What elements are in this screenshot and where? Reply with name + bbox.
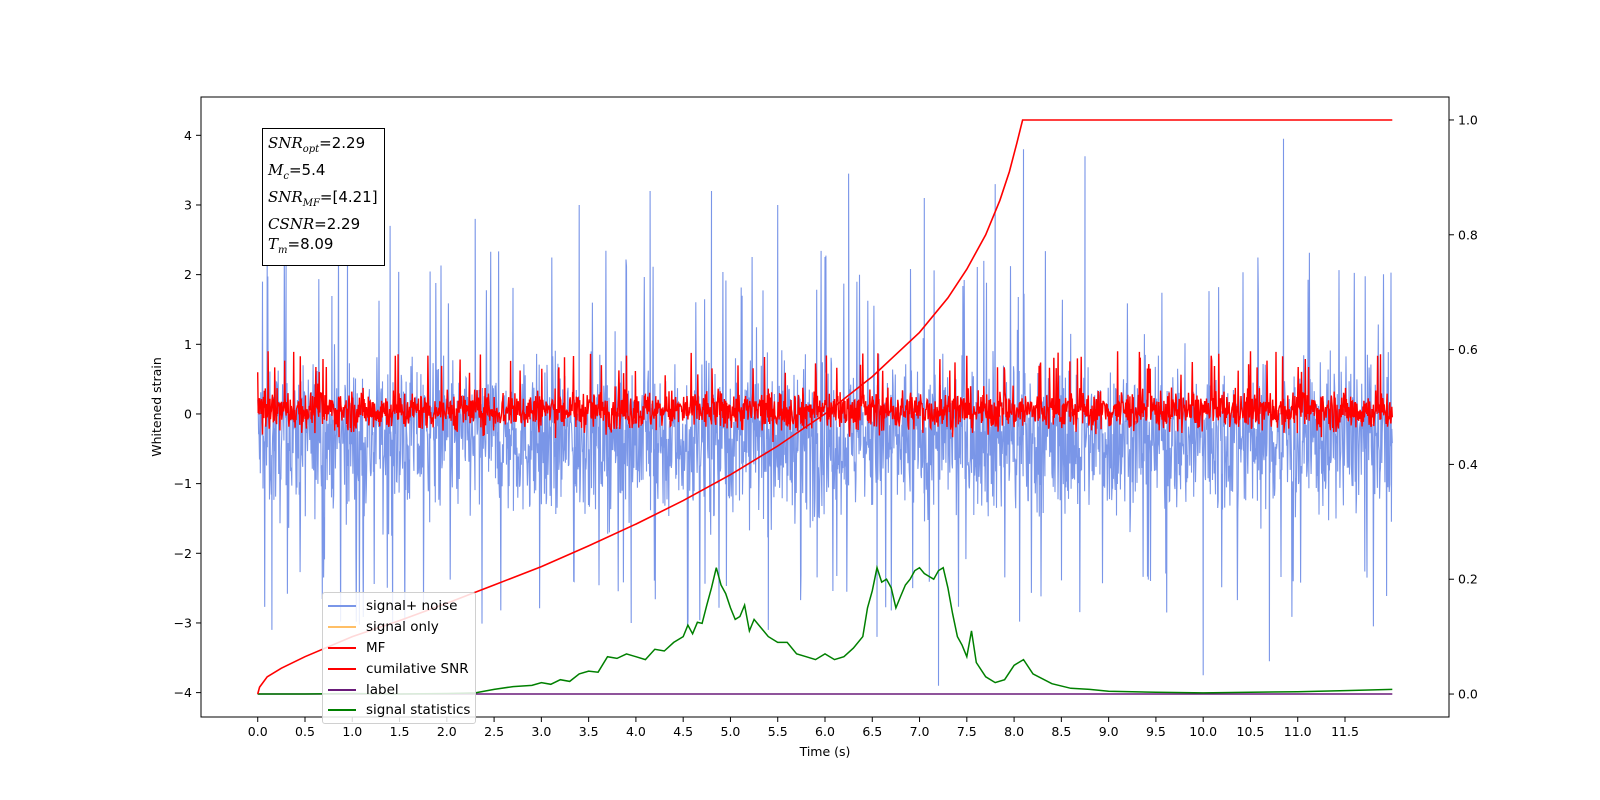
x-tick-label: 0.5 [295, 724, 315, 739]
legend-swatch [328, 646, 356, 649]
x-tick-label: 9.5 [1146, 724, 1166, 739]
y-tick-label: −2 [174, 546, 192, 561]
y-tick-label: 2 [184, 267, 192, 282]
annotation-mc-value: 5.4 [301, 161, 326, 179]
x-tick-label: 10.5 [1237, 724, 1265, 739]
legend-label: signal only [366, 619, 439, 636]
legend-swatch [328, 626, 356, 629]
legend-item-signal-only: signal only [323, 617, 475, 638]
legend-label: signal+ noise [366, 598, 458, 615]
y2-tick-label: 0.0 [1458, 687, 1478, 702]
x-tick-label: 10.0 [1189, 724, 1217, 739]
legend-swatch [328, 667, 356, 670]
y-tick-label: −3 [174, 615, 192, 630]
annotation-tm-value: 8.09 [300, 235, 334, 253]
legend-swatch [328, 605, 356, 608]
legend-item-signal-noise: signal+ noise [323, 596, 475, 617]
series-signal-statistics [257, 564, 1393, 695]
legend-item-cumulative-snr: cumilative SNR [323, 658, 475, 679]
y2-tick-label: 1.0 [1458, 112, 1478, 127]
x-tick-label: 4.5 [673, 724, 693, 739]
legend-swatch [328, 688, 356, 691]
x-tick-label: 3.5 [579, 724, 599, 739]
legend-item-mf: MF [323, 638, 475, 659]
annotation-snr-mf-value: [4.21] [332, 188, 378, 206]
x-tick-label: 6.5 [862, 724, 882, 739]
annotation-snr-mf: SNRMF=[4.21] [268, 188, 378, 209]
series-cumulative-snr [256, 119, 1393, 695]
legend-swatch [328, 709, 356, 712]
x-tick-label: 5.0 [721, 724, 741, 739]
x-tick-label: 1.0 [342, 724, 362, 739]
y2-tick-label: 0.4 [1458, 457, 1478, 472]
x-tick-label: 9.0 [1099, 724, 1119, 739]
annotation-snr-opt-value: 2.29 [331, 134, 366, 152]
y-tick-label: 1 [184, 337, 192, 352]
y2-tick-label: 0.8 [1458, 227, 1478, 242]
x-axis-label: Time (s) [799, 744, 851, 759]
x-tick-label: 6.0 [815, 724, 835, 739]
legend-label: cumilative SNR [366, 660, 469, 677]
x-tick-label: 7.5 [957, 724, 977, 739]
x-tick-label: 0.0 [248, 724, 268, 739]
annotation-snr-opt: SNRopt=2.29 [268, 134, 366, 155]
legend: signal+ noise signal only MF cumilative … [322, 592, 476, 724]
x-tick-label: 2.0 [437, 724, 457, 739]
annotation-csnr: CSNR=2.29 [268, 215, 361, 233]
annotation-mc: Mc=5.4 [268, 161, 326, 182]
x-tick-label: 8.5 [1051, 724, 1071, 739]
x-tick-label: 7.0 [910, 724, 930, 739]
x-tick-label: 5.5 [768, 724, 788, 739]
x-tick-label: 1.5 [390, 724, 410, 739]
y2-tick-label: 0.2 [1458, 572, 1478, 587]
annotation-box: SNRopt=2.29 Mc=5.4 SNRMF=[4.21] CSNR=2.2… [262, 128, 385, 266]
x-tick-label: 8.0 [1004, 724, 1024, 739]
legend-item-signal-statistics: signal statistics [323, 700, 475, 721]
y-tick-label: −4 [174, 685, 192, 700]
y-tick-label: 4 [184, 128, 192, 143]
series-mf [257, 351, 1393, 443]
x-axis-ticks: 0.0 0.5 1.0 1.5 2.0 2.5 3.0 3.5 4.0 4.5 5.0 5.5 6.0 6… [248, 717, 1359, 739]
annotation-csnr-value: 2.29 [326, 215, 361, 233]
y-axis-label: Whitened strain [149, 357, 164, 456]
x-tick-label: 11.0 [1284, 724, 1312, 739]
x-tick-label: 4.0 [626, 724, 646, 739]
legend-label: MF [366, 639, 386, 656]
annotation-tm: Tm=8.09 [268, 235, 334, 256]
legend-label: signal statistics [366, 702, 471, 719]
y-tick-label: −1 [174, 476, 192, 491]
y-axis-ticks: −4 −3 −2 −1 0 1 2 3 4 [174, 128, 201, 700]
x-tick-label: 2.5 [484, 724, 504, 739]
y-tick-label: 0 [184, 406, 192, 421]
x-tick-label: 11.5 [1331, 724, 1359, 739]
x-tick-label: 3.0 [531, 724, 551, 739]
y-tick-label: 3 [184, 197, 192, 212]
legend-label: label [366, 681, 399, 698]
legend-item-label: label [323, 679, 475, 700]
y2-tick-label: 0.6 [1458, 342, 1478, 357]
y2-axis-ticks: 0.0 0.2 0.4 0.6 0.8 1.0 [1449, 112, 1478, 702]
